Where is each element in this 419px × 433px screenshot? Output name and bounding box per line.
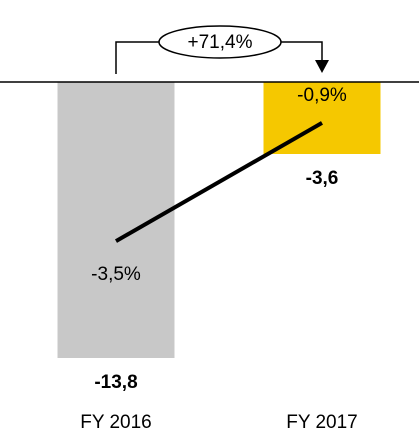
- line-value-label: -0,9%: [297, 85, 347, 106]
- x-tick-label: FY 2016: [80, 412, 151, 433]
- bar-value-label: -3,6: [306, 168, 339, 189]
- annotation: +71,4%: [188, 32, 253, 53]
- bar-value-label: -13,8: [94, 372, 137, 393]
- annotation-bubble: [158, 25, 282, 59]
- bar: [263, 82, 381, 154]
- bracket-right: [281, 41, 323, 62]
- x-tick-label: FY 2017: [286, 412, 357, 433]
- bar: [57, 82, 175, 358]
- bracket-left: [115, 41, 160, 74]
- line-value-label: -3,5%: [91, 264, 141, 285]
- arrow-head: [315, 60, 329, 73]
- line: [115, 121, 323, 243]
